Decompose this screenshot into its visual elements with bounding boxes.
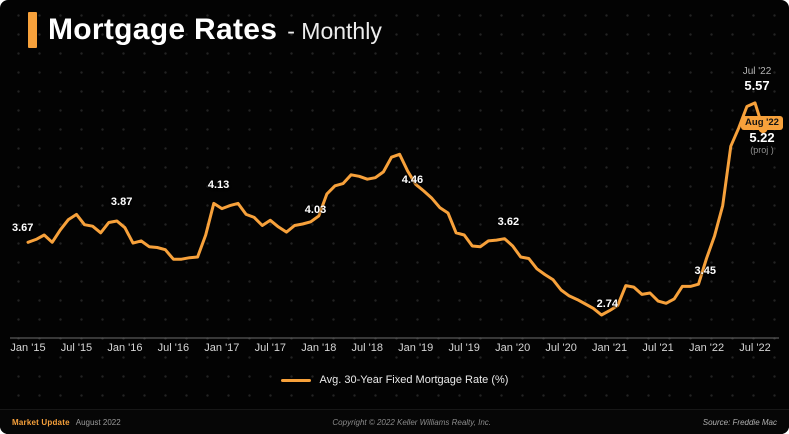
chart-area: 3.67 3.87 4.13 4.03 4.46 3.62 2.74 3.45 Jan '15… (0, 58, 789, 358)
copyright-label: Copyright © 2022 Keller Williams Realty,… (332, 417, 492, 427)
subtitle-text: - Monthly (287, 18, 382, 44)
projection-month-badge: Aug '22 (741, 115, 783, 130)
title-accent-bar (28, 12, 37, 48)
title-text: Mortgage Rates (48, 13, 278, 46)
projection-value-label: 5.22 (749, 130, 775, 145)
legend: Avg. 30-Year Fixed Mortgage Rate (%) (0, 374, 789, 386)
footer-date-label: August 2022 (75, 417, 121, 427)
page-title: Mortgage Rates - Monthly (48, 13, 382, 47)
peak-value-label: 5.57 (744, 78, 770, 93)
rate-line-svg (10, 101, 779, 339)
brand-label: Market Update (12, 417, 70, 427)
footer: Market Update August 2022 Copyright © 20… (0, 409, 789, 434)
peak-month-label: Jul '22 (742, 66, 772, 77)
legend-label: Avg. 30-Year Fixed Mortgage Rate (%) (319, 374, 509, 386)
header: Mortgage Rates - Monthly (28, 12, 382, 48)
projection-note-label: (proj ) (750, 145, 774, 155)
mortgage-rate-line (26, 101, 765, 317)
source-label: Source: Freddie Mac (702, 417, 777, 427)
legend-line-swatch (280, 378, 311, 382)
footer-left: Market Update August 2022 (12, 418, 121, 427)
peak-callout: Jul '22 5.57 (729, 66, 785, 93)
projection-callout: Aug '22 5.22 (proj ) (736, 112, 788, 155)
